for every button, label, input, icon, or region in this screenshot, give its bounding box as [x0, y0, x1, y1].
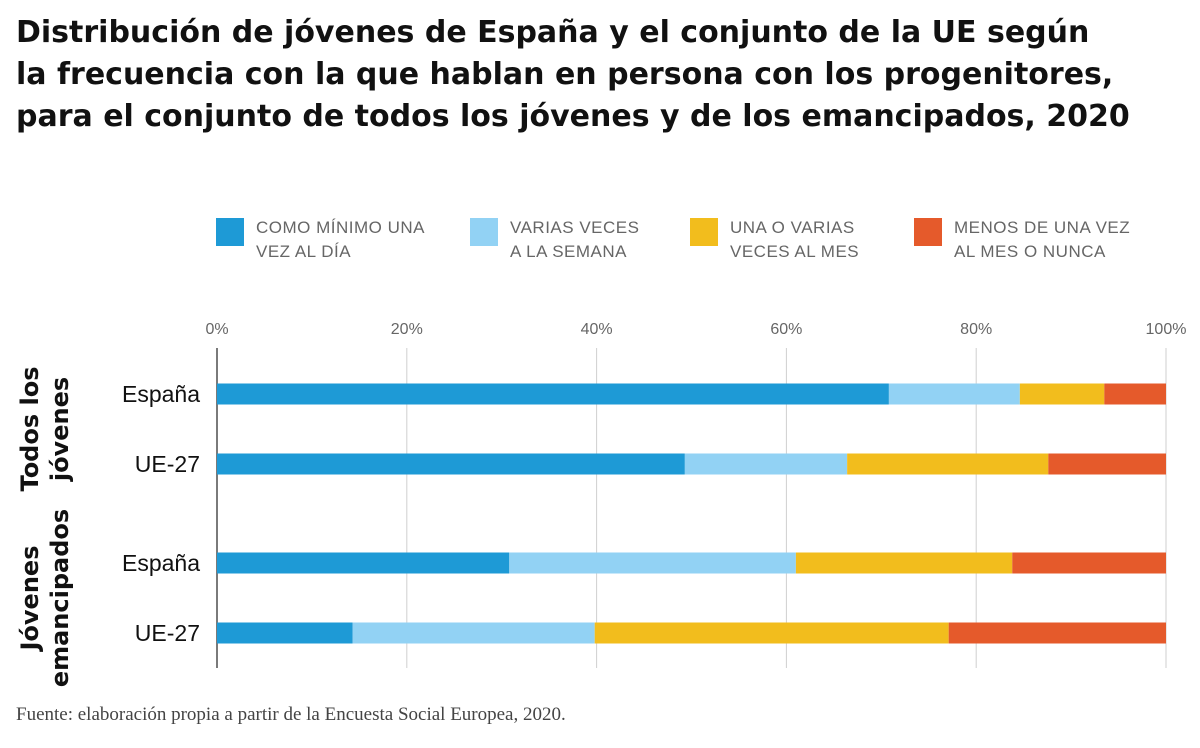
bar-segment	[948, 622, 1166, 644]
x-tick-label: 20%	[391, 321, 423, 338]
bar-segment	[684, 453, 848, 475]
bar-segment	[1019, 383, 1105, 405]
bar-segment	[217, 552, 510, 574]
bar-segment	[217, 622, 353, 644]
x-tick-label: 60%	[770, 321, 802, 338]
bar-segment	[795, 552, 1013, 574]
chart-title-line-3: para el conjunto de todos los jóvenes y …	[16, 99, 1130, 134]
legend-item-monthly: UNA O VARIAS VECES AL MES	[690, 216, 890, 264]
legend-swatch-monthly	[690, 218, 718, 246]
x-tick-label: 100%	[1146, 321, 1187, 338]
bar-segment	[509, 552, 796, 574]
category-label: UE-27	[135, 451, 200, 477]
legend-item-weekly: VARIAS VECES A LA SEMANA	[470, 216, 670, 264]
x-tick-label: 0%	[205, 321, 228, 338]
group-label: Jóvenes	[16, 546, 44, 653]
bar-segment	[217, 383, 889, 405]
legend: COMO MÍNIMO UNA VEZ AL DÍA VARIAS VECES …	[0, 216, 1200, 276]
chart-title-line-2: la frecuencia con la que hablan en perso…	[16, 57, 1114, 92]
legend-swatch-weekly	[470, 218, 498, 246]
bar-segment	[1048, 453, 1166, 475]
legend-label-monthly: UNA O VARIAS VECES AL MES	[730, 218, 860, 261]
legend-item-daily: COMO MÍNIMO UNA VEZ AL DÍA	[216, 216, 426, 264]
group-label: Todos los	[16, 367, 44, 492]
group-label: emancipados	[46, 509, 74, 687]
source-note: Fuente: elaboración propia a partir de l…	[16, 704, 566, 725]
legend-label-daily: COMO MÍNIMO UNA VEZ AL DÍA	[256, 218, 425, 261]
category-label: UE-27	[135, 620, 200, 646]
legend-swatch-daily	[216, 218, 244, 246]
bar-segment	[217, 453, 685, 475]
bar-segment	[847, 453, 1049, 475]
bar-segment	[1012, 552, 1166, 574]
legend-item-rarely: MENOS DE UNA VEZ AL MES O NUNCA	[914, 216, 1154, 264]
chart-title: Distribución de jóvenes de España y el c…	[16, 12, 1196, 138]
bar-segment	[1104, 383, 1166, 405]
category-label: España	[122, 550, 200, 576]
legend-swatch-rarely	[914, 218, 942, 246]
bar-segment	[594, 622, 949, 644]
bar-segment	[888, 383, 1020, 405]
legend-label-rarely: MENOS DE UNA VEZ AL MES O NUNCA	[954, 218, 1131, 261]
bar-segment	[352, 622, 595, 644]
category-label: España	[122, 381, 200, 407]
chart-title-line-1: Distribución de jóvenes de España y el c…	[16, 15, 1090, 50]
x-tick-label: 40%	[581, 321, 613, 338]
legend-label-weekly: VARIAS VECES A LA SEMANA	[510, 218, 640, 261]
x-tick-label: 80%	[960, 321, 992, 338]
group-label: jóvenes	[46, 377, 74, 482]
